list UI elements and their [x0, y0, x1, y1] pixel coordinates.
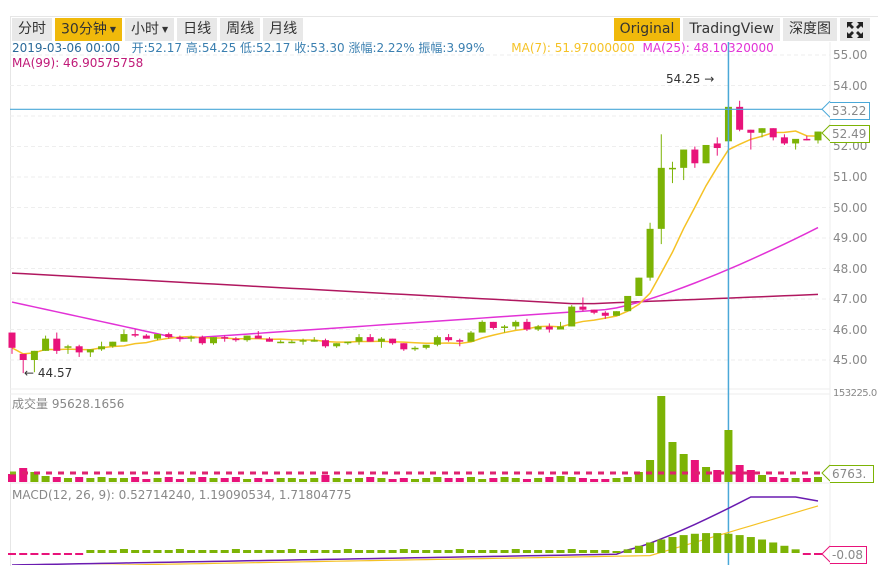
- price-tick: 47.00: [833, 292, 868, 306]
- tab-week[interactable]: 周线: [220, 18, 261, 41]
- chart-frame: [10, 16, 878, 566]
- ma99-value: MA(99): 46.90575758: [12, 56, 144, 70]
- expand-arrows-icon: [847, 21, 863, 38]
- tab-timeline[interactable]: 分时: [12, 18, 52, 41]
- price-tick: 54.00: [833, 79, 868, 93]
- tab-label: Original: [619, 21, 675, 37]
- tab-tradingview[interactable]: TradingView: [683, 18, 780, 41]
- tab-month[interactable]: 月线: [263, 18, 304, 41]
- tab-original[interactable]: Original: [613, 18, 681, 41]
- tab-depth-chart[interactable]: 深度图: [783, 18, 837, 41]
- tab-day[interactable]: 日线: [177, 18, 218, 41]
- price-tick: 45.00: [833, 353, 868, 367]
- tab-30min[interactable]: 30分钟 ▼: [55, 18, 122, 41]
- price-tick: 51.00: [833, 170, 868, 184]
- tab-label: 周线: [226, 21, 255, 37]
- high-annotation: 54.25 →: [666, 72, 714, 86]
- last-macd-tag: -0.08: [830, 546, 868, 564]
- tab-label: 30分钟: [61, 21, 107, 38]
- arrow-right-icon: →: [704, 72, 715, 86]
- view-tabs: Original TradingView 深度图: [613, 18, 870, 41]
- candle-datetime: 2019-03-06 00:00: [12, 41, 121, 55]
- price-tick: 55.00: [833, 48, 868, 62]
- tab-label: 月线: [269, 21, 298, 37]
- ohlc-info: 2019-03-06 00:00 开:52.17 高:54.25 低:52.17…: [12, 41, 774, 71]
- volume-axis-max: 153225.0: [833, 388, 877, 399]
- macd-label: MACD(12, 26, 9): 0.52714240, 1.19090534,…: [12, 488, 352, 502]
- volume-label: 成交量 95628.1656: [12, 397, 125, 411]
- ma7-value: MA(7): 51.97000000: [511, 41, 635, 55]
- tab-label: 日线: [183, 21, 212, 37]
- tab-label: 深度图: [789, 21, 831, 37]
- tab-label: 小时: [130, 21, 159, 38]
- last-volume-tag: 6763.: [830, 465, 874, 483]
- low-annotation: ← 44.57: [24, 366, 72, 380]
- price-tick: 48.00: [833, 262, 868, 276]
- high-value: 54.25: [666, 72, 701, 86]
- arrow-left-icon: ←: [24, 366, 35, 380]
- tab-label: TradingView: [689, 21, 774, 37]
- caret-down-icon: ▼: [161, 25, 169, 34]
- low-value: 44.57: [37, 366, 73, 380]
- tab-hour[interactable]: 小时 ▼: [124, 18, 175, 41]
- crosshair-price-tag: 53.22: [830, 102, 871, 120]
- last-price-tag: 52.49: [830, 125, 871, 143]
- price-tick: 46.00: [833, 323, 868, 337]
- interval-tabs: 分时 30分钟 ▼ 小时 ▼ 日线 周线 月线: [12, 18, 304, 41]
- caret-down-icon: ▼: [109, 25, 116, 34]
- price-tick: 49.00: [833, 231, 868, 245]
- fullscreen-button[interactable]: [840, 18, 870, 41]
- tab-label: 分时: [18, 21, 46, 37]
- price-tick: 50.00: [833, 201, 868, 215]
- ma25-value: MA(25): 48.10320000: [642, 41, 774, 55]
- candle-ohlc: 开:52.17 高:54.25 低:52.17 收:53.30 涨幅:2.22%…: [131, 41, 485, 55]
